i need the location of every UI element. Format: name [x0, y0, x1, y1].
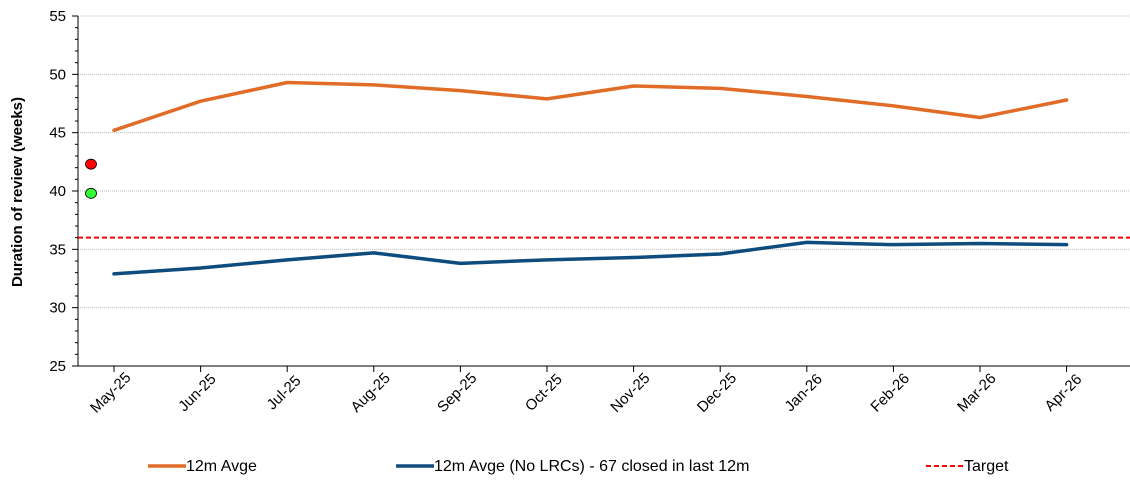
x-tick-label: Sep-25 [434, 370, 480, 416]
x-tick-label: Aug-25 [348, 370, 394, 416]
x-tick-label: Dec-25 [694, 370, 740, 416]
x-tick-label: Jul-25 [264, 372, 305, 413]
status-marker-dot [85, 187, 97, 199]
x-axis-ticks: May-25 Jun-25 Jul-25 Aug-25 Sep-25 Oct-25 Nov-… [87, 366, 1085, 417]
y-tick-label: 55 [49, 8, 66, 25]
y-axis-ticks: 25 30 35 40 45 50 55 [49, 8, 78, 375]
x-tick-label: Feb-26 [867, 370, 913, 416]
x-tick-label: May-25 [87, 369, 134, 416]
x-tick-label: Mar-26 [954, 370, 1000, 416]
x-tick-label: Jan-26 [781, 371, 825, 415]
status-marker-dot [85, 158, 97, 170]
x-tick-label: Apr-26 [1041, 371, 1085, 415]
y-tick-label: 40 [49, 183, 66, 200]
y-axis-title: Duration of review (weeks) [9, 97, 26, 287]
y-tick-label: 50 [49, 66, 66, 83]
y-tick-label: 45 [49, 125, 66, 142]
gridlines [78, 15, 1130, 309]
series-line-0 [112, 80, 1069, 133]
x-tick-label: Nov-25 [607, 370, 653, 416]
legend-label: 12m Avge [186, 458, 257, 475]
y-tick-label: 25 [49, 358, 66, 375]
legend-label: Target [964, 458, 1009, 475]
series-line-1 [112, 240, 1069, 276]
series-lines [78, 80, 1130, 276]
y-tick-label: 35 [49, 241, 66, 258]
legend-label: 12m Avge (No LRCs) - 67 closed in last 1… [434, 458, 749, 475]
y-tick-label: 30 [49, 300, 66, 317]
x-tick-label: Jun-25 [175, 371, 219, 415]
x-tick-label: Oct-25 [522, 371, 566, 415]
legend: 12m Avge 12m Avge (No LRCs) - 67 closed i… [148, 458, 1009, 475]
status-markers [85, 158, 97, 199]
